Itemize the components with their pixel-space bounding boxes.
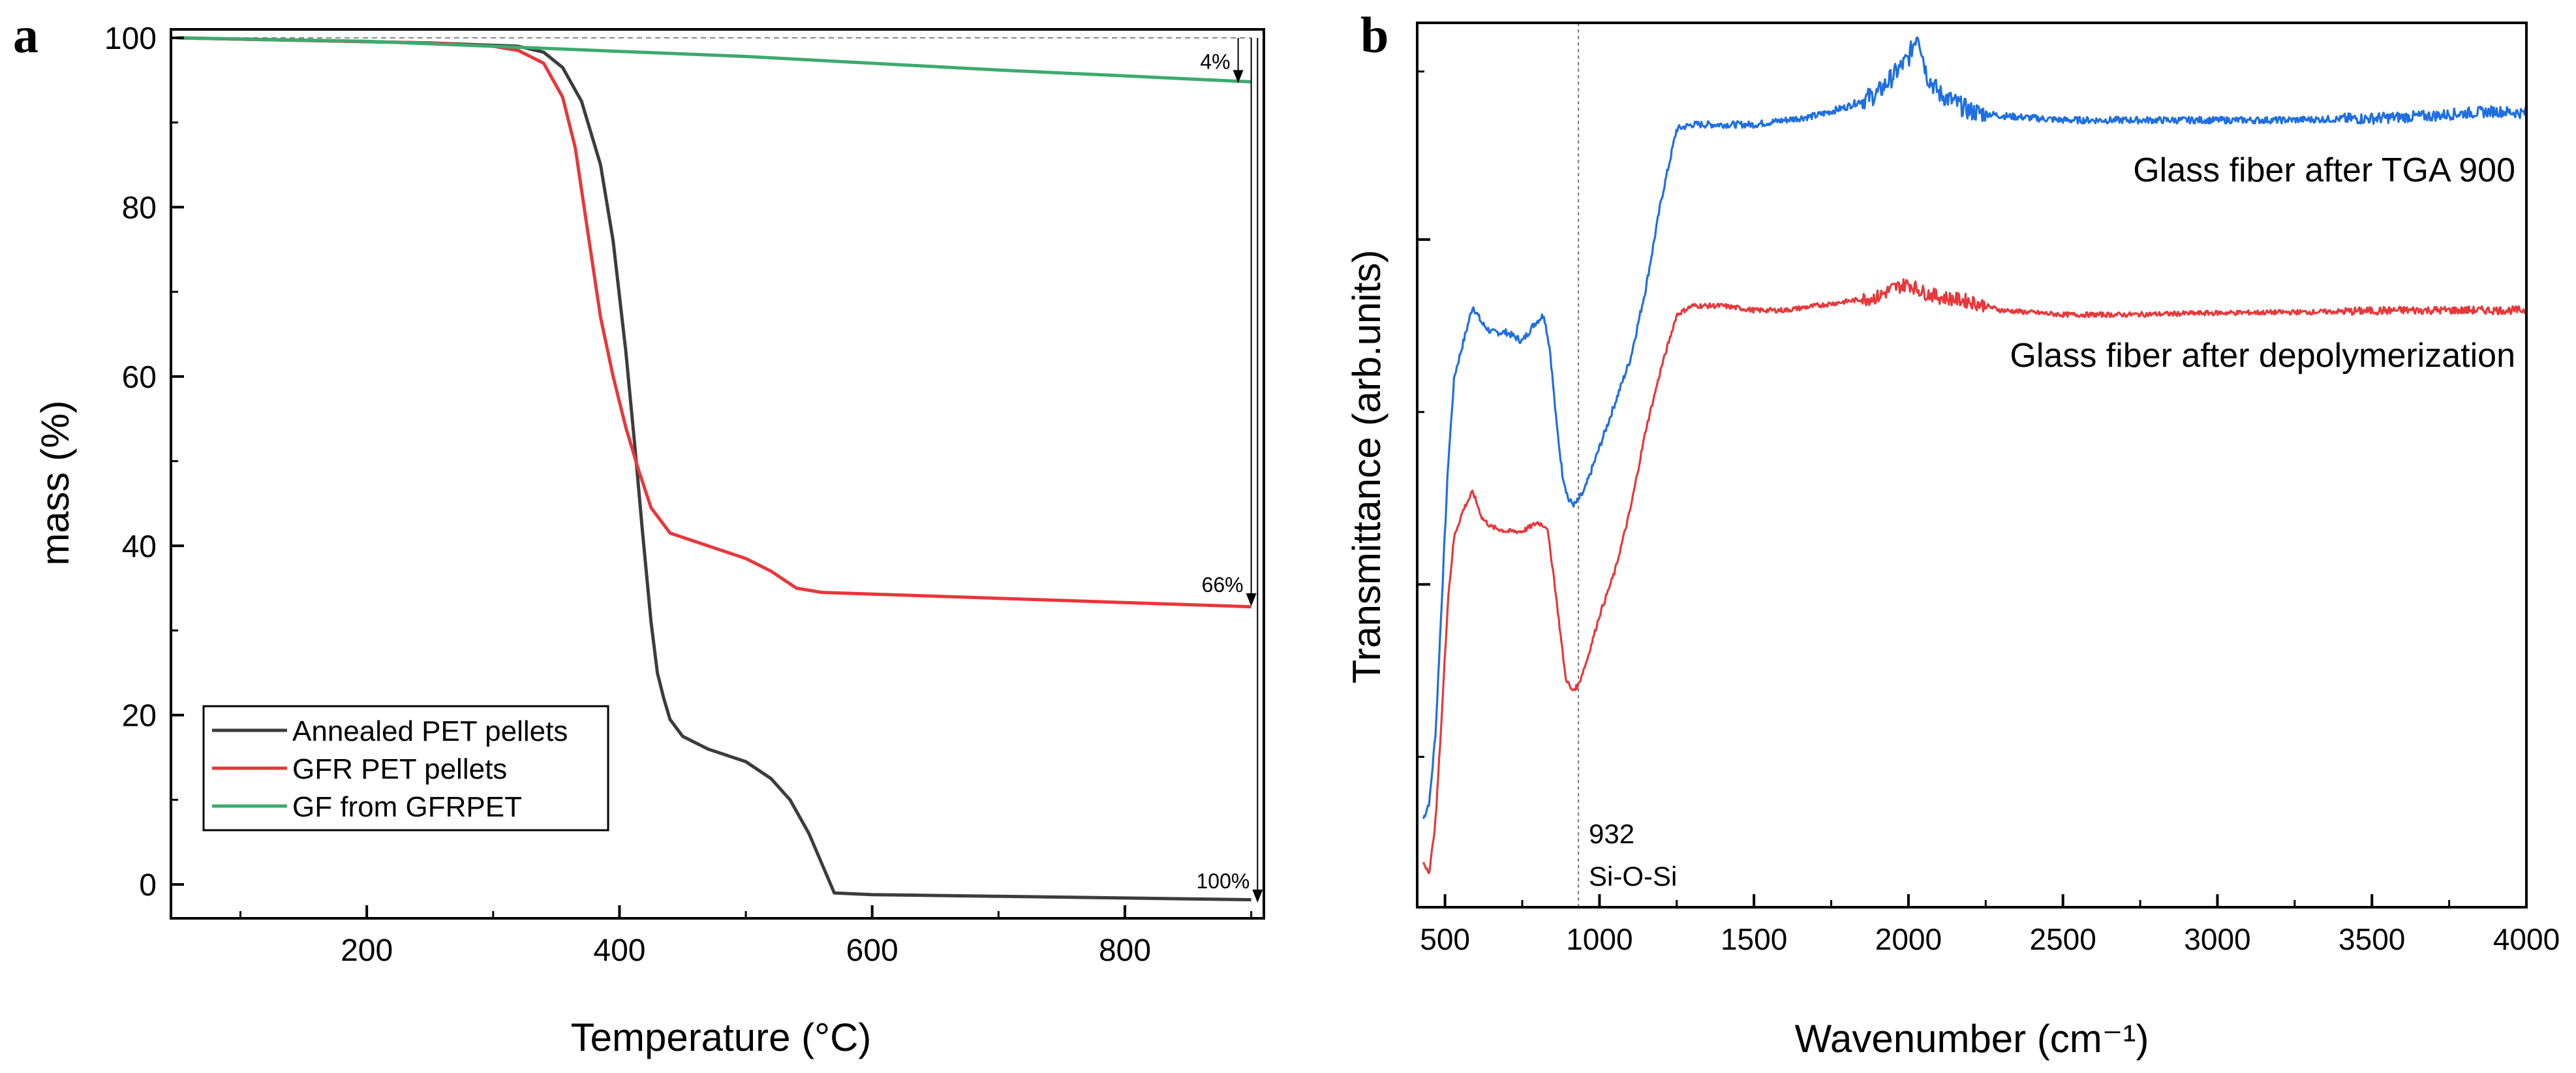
- x-tick-label-1000: 1000: [1566, 922, 1633, 956]
- annotation-arrow-head-1: [1233, 70, 1244, 84]
- panel-a-series: [177, 36, 1251, 901]
- legend-label-annealed-pet: Annealed PET pellets: [292, 715, 568, 747]
- y-tick-label-40: 40: [122, 529, 157, 564]
- x-tick-label-800: 800: [1099, 933, 1151, 968]
- panel-a-legend: Annealed PET pellets GFR PET pellets GF …: [202, 705, 609, 832]
- series-line-glass-fiber-after-tga-900: [1422, 36, 2528, 820]
- x-tick-label-2500: 2500: [2030, 922, 2096, 956]
- panel-b-x-axis-title: Wavenumber (cm⁻¹): [1795, 1017, 2149, 1061]
- annotation-arrow-head-2: [1246, 593, 1257, 607]
- panel-a-x-axis-title: Temperature (°C): [571, 1016, 872, 1059]
- x-tick-label-4000: 4000: [2493, 922, 2560, 956]
- annotation-peak-wavenumber: 932: [1589, 818, 1634, 849]
- panel-b-y-axis-title: Transmittance (arb.units): [1345, 250, 1388, 684]
- panel-b-label: b: [1360, 7, 1388, 63]
- x-tick-label-600: 600: [846, 933, 898, 968]
- x-tick-label-400: 400: [593, 933, 645, 968]
- panel-b-axes: 500 1000 1500 2000 2500 3000 3500 4000: [1417, 70, 2560, 956]
- y-tick-label-20: 20: [122, 699, 157, 734]
- x-tick-label-1500: 1500: [1721, 922, 1787, 956]
- legend-label-gf-from-gfrpet: GF from GFRPET: [292, 791, 522, 823]
- x-tick-label-2000: 2000: [1875, 922, 1942, 956]
- annotation-label-2: 66%: [1202, 573, 1244, 597]
- panel-a-loss-annotations: 4% 66% 100%: [1196, 37, 1263, 903]
- series-line-annealed-pet-pellets: [177, 36, 1251, 901]
- panel-a-axes: 200 400 600 800 0 20 40 60 80 100: [104, 22, 1253, 968]
- panel-a-tga-chart: a 4% 66% 100% 200 400 600 800 0 20 40 60 80 100 Tem…: [13, 7, 1265, 1059]
- series-line-glass-fiber-after-depolymerization: [1422, 278, 2528, 875]
- panel-b-series: [1422, 36, 2528, 875]
- x-tick-label-3500: 3500: [2338, 922, 2405, 956]
- series-line-gfr-pet-pellets: [177, 36, 1251, 609]
- legend-label-gfr-pet: GFR PET pellets: [292, 753, 507, 785]
- series-label-tga-900: Glass fiber after TGA 900: [2133, 151, 2515, 189]
- series-line-gf-from-gfrpet: [177, 36, 1251, 84]
- annotation-peak-assignment: Si-O-Si: [1589, 861, 1677, 892]
- x-tick-label-200: 200: [341, 933, 393, 968]
- annotation-label-3: 100%: [1196, 869, 1250, 893]
- annotation-label-1: 4%: [1200, 50, 1230, 73]
- y-tick-label-60: 60: [122, 360, 157, 395]
- panel-a-label: a: [13, 7, 38, 63]
- panel-a-plot-frame: [170, 28, 1265, 920]
- panel-b-plot-frame: [1416, 22, 2528, 909]
- x-tick-label-500: 500: [1420, 922, 1470, 956]
- y-tick-label-100: 100: [104, 22, 157, 56]
- panel-a-y-axis-title: mass (%): [33, 400, 77, 565]
- series-label-depolymerization: Glass fiber after depolymerization: [2010, 337, 2515, 375]
- y-tick-label-0: 0: [139, 868, 157, 903]
- panel-b-ftir-chart: b 500 1000 1500 2000 2500 3000 3500 4000 932 Si…: [1345, 7, 2560, 1061]
- x-tick-label-3000: 3000: [2184, 922, 2250, 956]
- y-tick-label-80: 80: [122, 191, 157, 225]
- annotation-arrow-head-3: [1252, 890, 1263, 903]
